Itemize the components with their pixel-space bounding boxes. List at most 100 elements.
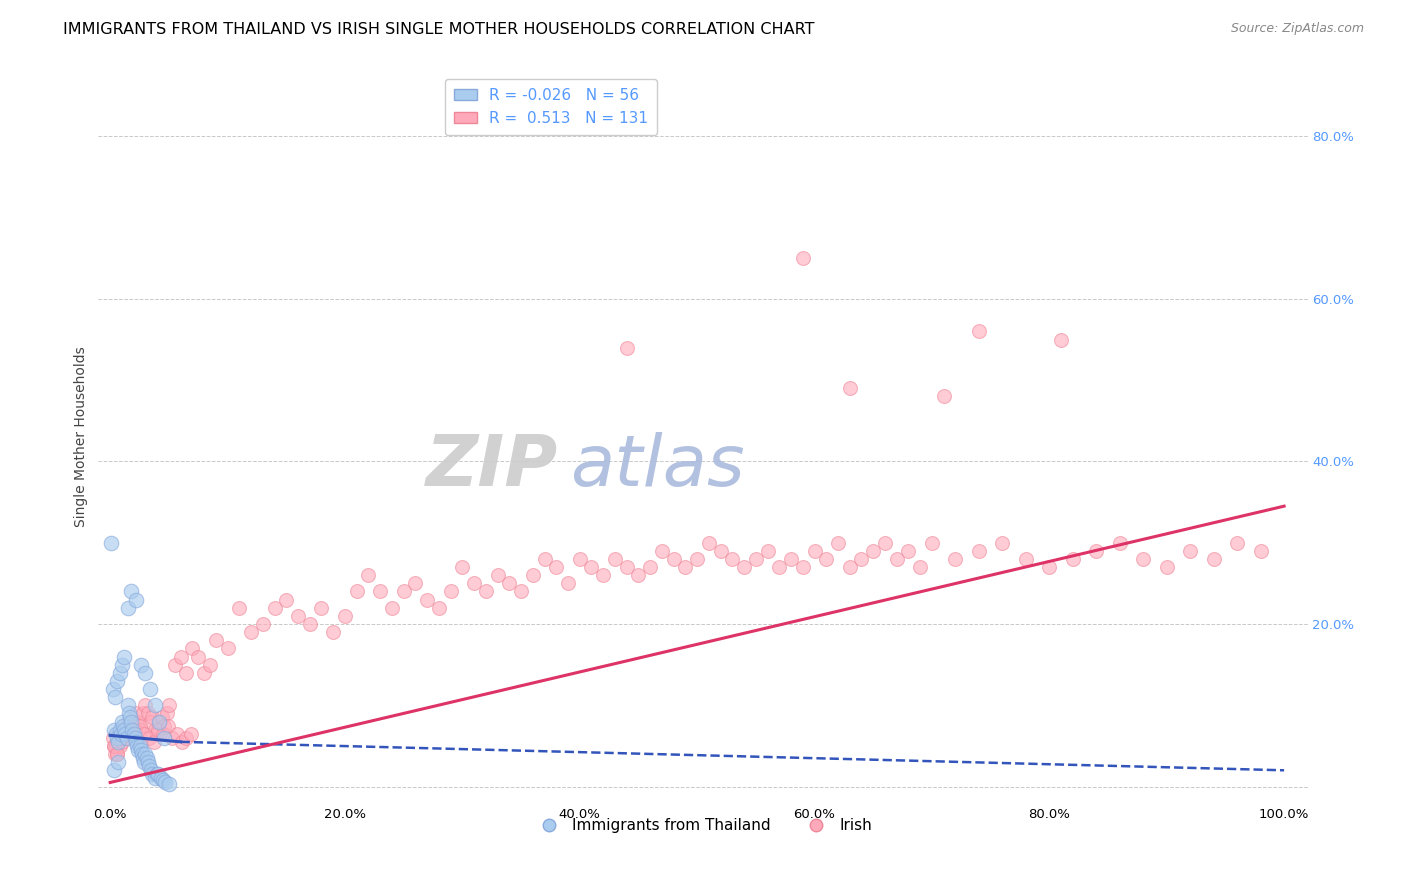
- Point: [134, 727, 156, 741]
- Point: [404, 576, 426, 591]
- Point: [792, 252, 814, 266]
- Point: [121, 718, 143, 732]
- Point: [143, 772, 166, 786]
- Point: [111, 735, 134, 749]
- Point: [616, 341, 638, 355]
- Point: [1156, 560, 1178, 574]
- Point: [120, 710, 142, 724]
- Point: [143, 698, 166, 713]
- Point: [108, 739, 131, 753]
- Point: [129, 657, 152, 672]
- Point: [1250, 544, 1272, 558]
- Point: [107, 731, 129, 745]
- Point: [125, 592, 148, 607]
- Point: [475, 584, 498, 599]
- Point: [105, 739, 128, 753]
- Point: [815, 552, 838, 566]
- Point: [110, 731, 132, 745]
- Point: [112, 718, 135, 732]
- Point: [427, 600, 450, 615]
- Point: [357, 568, 380, 582]
- Point: [346, 584, 368, 599]
- Point: [117, 600, 139, 615]
- Point: [103, 723, 125, 737]
- Point: [157, 777, 180, 791]
- Point: [103, 739, 125, 753]
- Point: [139, 714, 162, 729]
- Point: [439, 584, 461, 599]
- Point: [118, 723, 141, 737]
- Point: [108, 723, 131, 737]
- Point: [662, 552, 685, 566]
- Point: [651, 544, 673, 558]
- Point: [710, 544, 733, 558]
- Text: IMMIGRANTS FROM THAILAND VS IRISH SINGLE MOTHER HOUSEHOLDS CORRELATION CHART: IMMIGRANTS FROM THAILAND VS IRISH SINGLE…: [63, 22, 814, 37]
- Point: [150, 710, 173, 724]
- Point: [792, 560, 814, 574]
- Point: [581, 560, 603, 574]
- Point: [592, 568, 614, 582]
- Point: [105, 727, 128, 741]
- Point: [908, 560, 931, 574]
- Point: [252, 617, 274, 632]
- Point: [135, 751, 157, 765]
- Point: [111, 714, 134, 729]
- Point: [803, 544, 825, 558]
- Point: [120, 714, 142, 729]
- Point: [134, 665, 156, 680]
- Point: [169, 649, 191, 664]
- Point: [117, 714, 139, 729]
- Point: [181, 641, 204, 656]
- Point: [780, 552, 803, 566]
- Point: [100, 535, 122, 549]
- Point: [745, 552, 768, 566]
- Point: [139, 681, 162, 696]
- Point: [686, 552, 709, 566]
- Point: [697, 535, 720, 549]
- Point: [486, 568, 509, 582]
- Legend: Immigrants from Thailand, Irish: Immigrants from Thailand, Irish: [527, 812, 879, 839]
- Point: [114, 723, 136, 737]
- Point: [138, 731, 160, 745]
- Point: [125, 735, 148, 749]
- Point: [568, 552, 591, 566]
- Point: [991, 535, 1014, 549]
- Point: [1038, 560, 1060, 574]
- Point: [557, 576, 579, 591]
- Point: [149, 772, 172, 786]
- Point: [768, 560, 790, 574]
- Point: [522, 568, 544, 582]
- Point: [114, 731, 136, 745]
- Point: [298, 617, 321, 632]
- Point: [156, 718, 179, 732]
- Point: [128, 718, 150, 732]
- Point: [1226, 535, 1249, 549]
- Point: [673, 560, 696, 574]
- Point: [921, 535, 943, 549]
- Point: [162, 731, 184, 745]
- Point: [163, 657, 186, 672]
- Point: [146, 727, 169, 741]
- Point: [187, 649, 209, 664]
- Point: [105, 747, 128, 761]
- Point: [193, 665, 215, 680]
- Point: [756, 544, 779, 558]
- Point: [451, 560, 474, 574]
- Point: [838, 560, 860, 574]
- Point: [127, 743, 149, 757]
- Point: [463, 576, 485, 591]
- Point: [153, 718, 176, 732]
- Point: [180, 727, 202, 741]
- Point: [132, 706, 155, 721]
- Point: [132, 751, 155, 765]
- Point: [121, 723, 143, 737]
- Point: [170, 735, 193, 749]
- Point: [838, 381, 860, 395]
- Point: [104, 747, 127, 761]
- Point: [112, 649, 135, 664]
- Point: [1062, 552, 1084, 566]
- Point: [510, 584, 533, 599]
- Point: [1015, 552, 1038, 566]
- Point: [143, 723, 166, 737]
- Point: [148, 723, 170, 737]
